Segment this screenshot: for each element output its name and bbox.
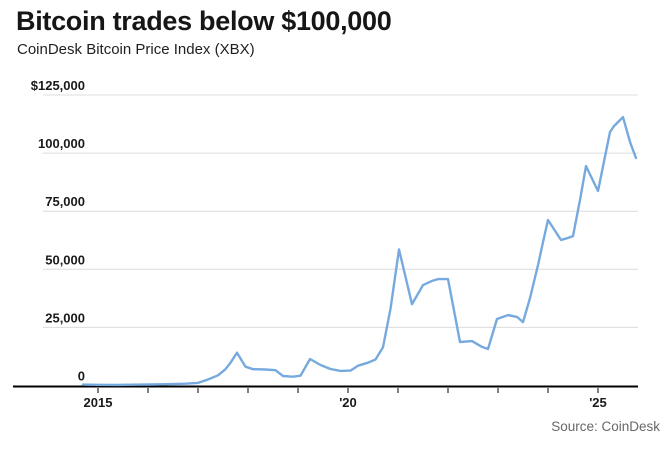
y-axis-label-25000: 25,000 (45, 310, 85, 325)
chart-title: Bitcoin trades below $100,000 (16, 6, 392, 36)
y-axis-label-125000: $125,000 (31, 78, 85, 93)
y-axis-label-50000: 50,000 (45, 252, 85, 267)
y-axis-label-100000: 100,000 (38, 136, 85, 151)
x-axis-label-2015: 2015 (84, 395, 113, 410)
chart-subtitle: CoinDesk Bitcoin Price Index (XBX) (17, 41, 255, 58)
x-axis-label-2020: '20 (339, 395, 357, 410)
x-axis-label-2025: '25 (589, 395, 607, 410)
source-credit: Source: CoinDesk (551, 419, 660, 434)
price-line-series-0 (81, 115, 638, 387)
y-axis-label-0: 0 (78, 369, 85, 384)
y-axis-label-75000: 75,000 (45, 194, 85, 209)
